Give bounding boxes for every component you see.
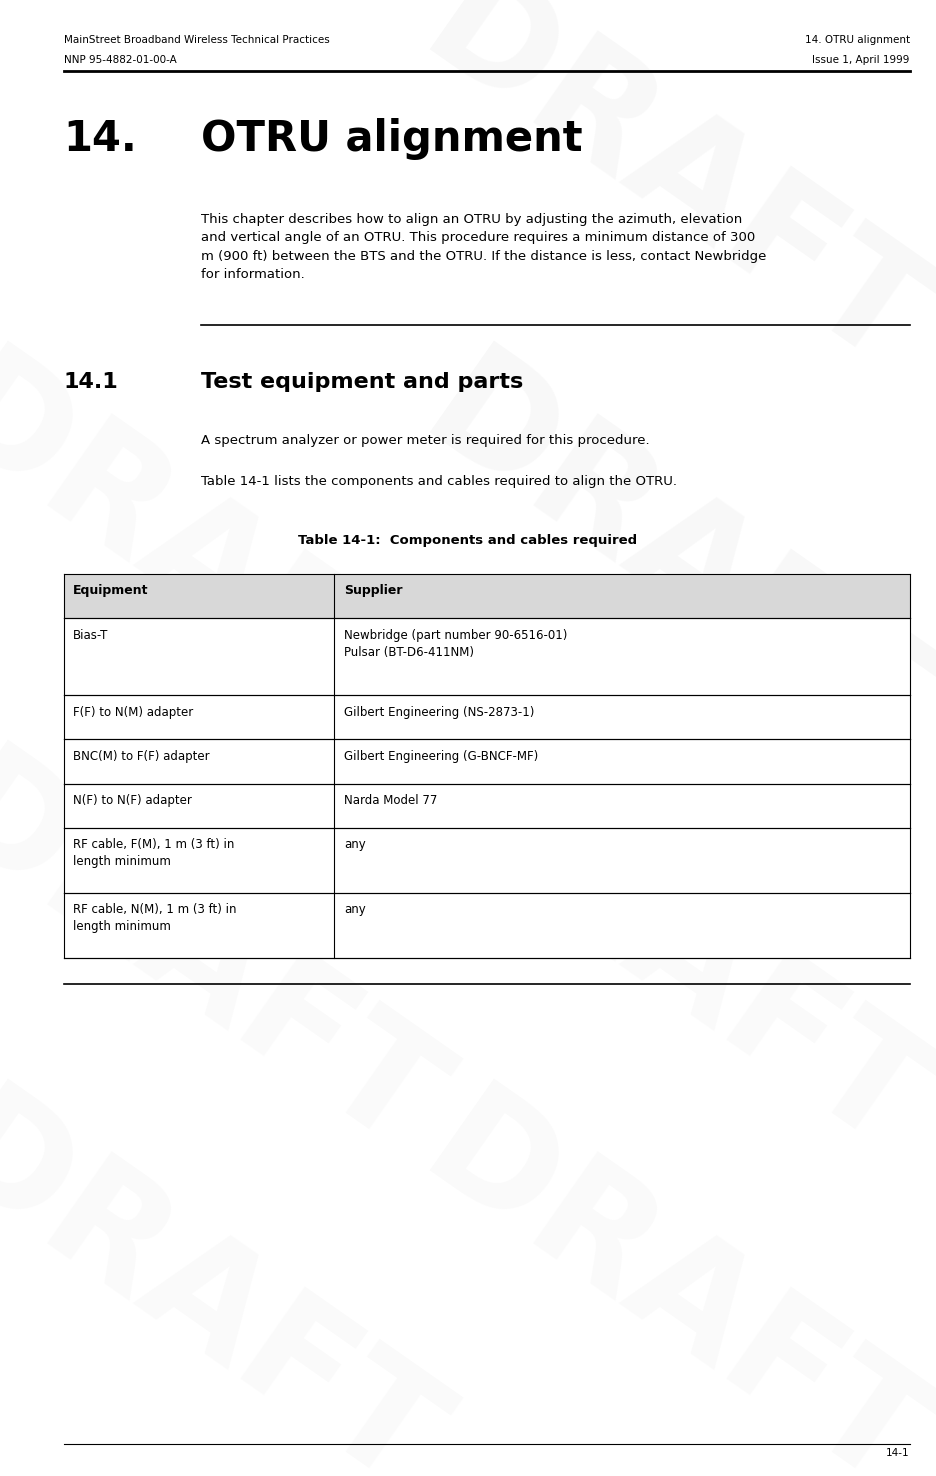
Text: RF cable, F(M), 1 m (3 ft) in
length minimum: RF cable, F(M), 1 m (3 ft) in length min…: [73, 838, 234, 868]
Text: Bias-T: Bias-T: [73, 629, 109, 642]
Text: 14. OTRU alignment: 14. OTRU alignment: [805, 35, 910, 46]
Text: BNC(M) to F(F) adapter: BNC(M) to F(F) adapter: [73, 750, 210, 763]
Text: any: any: [344, 838, 366, 852]
Bar: [64, 893, 910, 958]
Text: 14.1: 14.1: [64, 372, 118, 393]
Text: DRAFT: DRAFT: [397, 1075, 936, 1476]
Text: Newbridge (part number 90-6516-01)
Pulsar (BT-D6-411NM): Newbridge (part number 90-6516-01) Pulsa…: [344, 629, 567, 658]
Text: A spectrum analyzer or power meter is required for this procedure.: A spectrum analyzer or power meter is re…: [201, 434, 650, 447]
Text: Table 14-1 lists the components and cables required to align the OTRU.: Table 14-1 lists the components and cabl…: [201, 475, 678, 489]
Text: any: any: [344, 903, 366, 917]
Text: DRAFT: DRAFT: [0, 735, 464, 1184]
Text: Issue 1, April 1999: Issue 1, April 1999: [812, 55, 910, 65]
Text: RF cable, N(M), 1 m (3 ft) in
length minimum: RF cable, N(M), 1 m (3 ft) in length min…: [73, 903, 237, 933]
Text: 14.: 14.: [64, 118, 138, 159]
Text: MainStreet Broadband Wireless Technical Practices: MainStreet Broadband Wireless Technical …: [64, 35, 329, 46]
Bar: [64, 828, 910, 893]
Text: Gilbert Engineering (NS-2873-1): Gilbert Engineering (NS-2873-1): [344, 706, 534, 719]
Bar: [64, 784, 910, 828]
Text: Narda Model 77: Narda Model 77: [344, 794, 437, 807]
Text: Table 14-1:  Components and cables required: Table 14-1: Components and cables requir…: [299, 534, 637, 548]
Text: OTRU alignment: OTRU alignment: [201, 118, 583, 159]
Text: NNP 95-4882-01-00-A: NNP 95-4882-01-00-A: [64, 55, 176, 65]
Bar: [64, 574, 910, 618]
Text: Supplier: Supplier: [344, 584, 402, 598]
Text: DRAFT: DRAFT: [0, 1075, 464, 1476]
Text: Equipment: Equipment: [73, 584, 149, 598]
Bar: [64, 695, 910, 739]
Text: DRAFT: DRAFT: [397, 0, 936, 401]
Text: N(F) to N(F) adapter: N(F) to N(F) adapter: [73, 794, 192, 807]
Text: DRAFT: DRAFT: [397, 337, 936, 785]
Text: DRAFT: DRAFT: [397, 735, 936, 1184]
Text: This chapter describes how to align an OTRU by adjusting the azimuth, elevation
: This chapter describes how to align an O…: [201, 213, 767, 280]
Bar: [64, 739, 910, 784]
Text: F(F) to N(M) adapter: F(F) to N(M) adapter: [73, 706, 193, 719]
Text: DRAFT: DRAFT: [0, 337, 464, 785]
Bar: [64, 618, 910, 695]
Text: Gilbert Engineering (G-BNCF-MF): Gilbert Engineering (G-BNCF-MF): [344, 750, 538, 763]
Text: 14-1: 14-1: [886, 1448, 910, 1458]
Text: Test equipment and parts: Test equipment and parts: [201, 372, 523, 393]
